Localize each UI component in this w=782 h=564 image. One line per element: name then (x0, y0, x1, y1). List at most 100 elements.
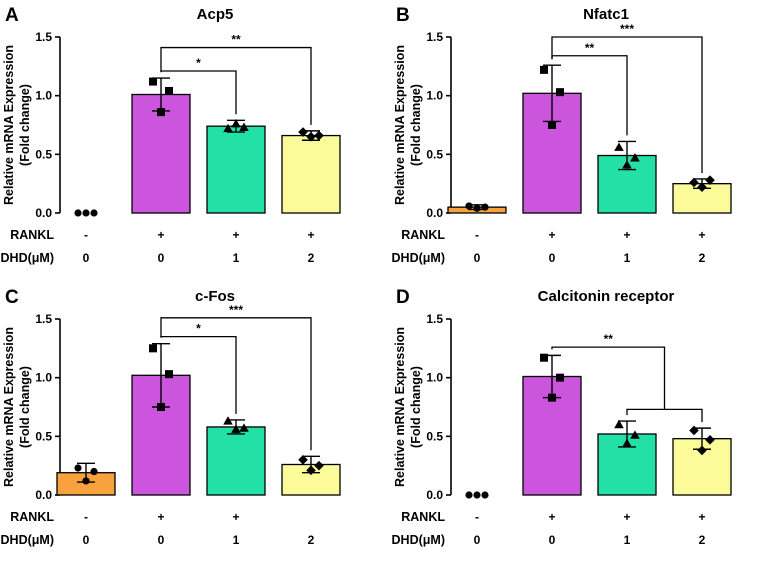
bar-group (131, 342, 191, 496)
data-point (149, 77, 157, 86)
data-point (614, 142, 624, 151)
group-bracket-line (626, 408, 703, 423)
y-tick-label: 1.0 (426, 371, 443, 385)
data-point (298, 455, 308, 465)
chart-nfatc1: B Nfatc1 Relative mRNA Expression (Fold cha… (392, 5, 732, 265)
y-axis-label-secondary: (Fold change) (18, 84, 32, 166)
rankl-value: + (548, 510, 555, 524)
chart-acp5: A Acp5 Relative mRNA Expression (Fold chang… (1, 5, 341, 265)
significance-bracket: ** (551, 332, 703, 423)
dhd-value: 0 (474, 251, 481, 265)
data-point (157, 108, 165, 117)
rankl-value: - (84, 510, 88, 524)
data-point (622, 438, 632, 447)
chart-title: Nfatc1 (583, 6, 629, 23)
rankl-value: + (623, 228, 630, 242)
data-point (689, 177, 699, 188)
dhd-value: 0 (83, 533, 90, 547)
bar (206, 426, 266, 496)
bar-group (281, 455, 341, 496)
row-label-dhd: DHD(μM) (1, 251, 54, 265)
data-point (614, 419, 624, 429)
dhd-value: 1 (624, 533, 631, 547)
y-tick-label: 0.5 (35, 147, 52, 161)
bracket-line (551, 346, 666, 410)
data-point (465, 491, 473, 499)
chart-title: Acp5 (197, 6, 234, 23)
row-label-dhd: DHD(μM) (392, 251, 445, 265)
bar-group (522, 353, 582, 496)
data-point (231, 424, 241, 433)
data-point (548, 393, 556, 402)
dhd-value: 1 (233, 533, 240, 547)
dhd-value: 1 (624, 251, 631, 265)
data-point (622, 160, 632, 169)
dhd-value: 2 (699, 251, 706, 265)
data-point (481, 491, 489, 499)
y-tick-label: 1.0 (35, 371, 52, 385)
rankl-value: - (84, 228, 88, 242)
y-tick-label: 1.0 (426, 89, 443, 103)
data-point (540, 65, 548, 74)
bracket-line (160, 317, 312, 451)
data-point (223, 123, 233, 133)
y-tick-label: 0.0 (35, 488, 52, 502)
y-axis-label: Relative mRNA Expression (393, 45, 407, 205)
dhd-value: 0 (83, 251, 90, 265)
data-point (165, 370, 173, 379)
bar (206, 125, 266, 214)
data-point (82, 209, 90, 217)
data-point (157, 403, 165, 411)
bar-group (447, 202, 507, 214)
y-axis-label: Relative mRNA Expression (393, 327, 407, 487)
data-point (314, 130, 324, 141)
y-tick-label: 1.5 (35, 312, 52, 326)
panel-b: B Nfatc1 Relative mRNA Expression (Fold cha… (391, 0, 782, 282)
bar-group (56, 462, 116, 496)
y-tick-label: 1.0 (35, 89, 52, 103)
panel-a: A Acp5 Relative mRNA Expression (Fold chang… (0, 0, 391, 282)
chart-title: Calcitonin receptor (538, 288, 675, 305)
row-label-rankl: RANKL (10, 510, 54, 524)
data-point (314, 460, 324, 471)
significance-label: *** (229, 303, 243, 317)
data-point (74, 209, 82, 217)
bar-group (465, 491, 489, 499)
y-axis-label-secondary: (Fold change) (18, 366, 32, 448)
dhd-value: 1 (233, 251, 240, 265)
y-tick-label: 0.5 (426, 147, 443, 161)
row-label-dhd: DHD(μM) (392, 533, 445, 547)
dhd-value: 0 (474, 533, 481, 547)
bar-group (672, 425, 732, 496)
data-point (548, 121, 556, 129)
significance-label: ** (231, 33, 241, 47)
row-label-dhd: DHD(μM) (1, 533, 54, 547)
bar-group (597, 140, 657, 214)
data-point (481, 203, 489, 211)
dhd-value: 0 (549, 251, 556, 265)
bar-group (131, 77, 191, 214)
row-label-rankl: RANKL (401, 510, 445, 524)
rankl-value: + (232, 510, 239, 524)
data-point (473, 204, 481, 212)
data-point (298, 127, 308, 137)
dhd-value: 0 (549, 533, 556, 547)
bar-group (206, 416, 266, 496)
data-point (465, 202, 473, 210)
rankl-value: + (307, 228, 314, 242)
row-label-rankl: RANKL (401, 228, 445, 242)
data-point (630, 153, 640, 162)
rankl-value: + (623, 510, 630, 524)
bar-group (597, 419, 657, 496)
data-point (540, 353, 548, 362)
y-tick-label: 1.5 (426, 312, 443, 326)
data-point (74, 464, 82, 472)
dhd-value: 2 (308, 251, 315, 265)
data-point (306, 131, 316, 142)
panel-letter: B (396, 5, 410, 26)
panel-d: D Calcitonin receptor Relative mRNA Expres… (391, 282, 782, 564)
bracket-line (551, 36, 703, 173)
significance-label: * (196, 56, 201, 70)
significance-bracket: ** (160, 33, 312, 125)
